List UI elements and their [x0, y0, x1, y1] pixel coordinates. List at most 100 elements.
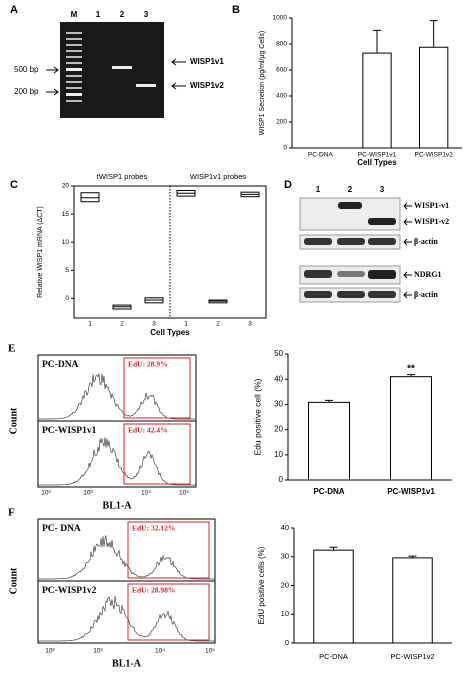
y-tick-label: 0 [65, 295, 69, 302]
group-label: WISP1v1 probes [190, 172, 247, 181]
marker-label: 500 bp [14, 65, 39, 74]
band-label: WISP1v2 [190, 81, 224, 90]
sample-label: PC-DNA [42, 360, 79, 370]
x-tick-label: PC-WISP1v2 [415, 152, 454, 159]
error-bar [429, 20, 438, 48]
y-tick-label: 30 [274, 400, 283, 409]
y-tick-label: 20 [274, 425, 283, 434]
panel-label: C [10, 179, 18, 191]
bar [392, 557, 433, 644]
panel-label: A [10, 4, 18, 16]
y-axis-label: Count [8, 567, 19, 594]
gate [127, 521, 210, 579]
band-label: NDRG1 [414, 270, 442, 279]
y-axis-label: Edu positive cell (%) [252, 378, 262, 455]
lane-label: 1 [316, 185, 321, 194]
gate [127, 583, 210, 641]
y-tick-label: 0 [279, 475, 284, 484]
y-tick-label: 30 [281, 552, 289, 561]
x-tick-label: 3 [248, 321, 252, 328]
lane-label: 2 [120, 10, 125, 19]
bar [308, 401, 350, 481]
x-tick-label: 2 [120, 321, 124, 328]
y-tick-label: 10 [274, 450, 283, 459]
marker-label: 200 bp [14, 87, 39, 96]
gel-band [136, 84, 156, 87]
histogram [38, 373, 196, 420]
y-tick-label: 40 [281, 523, 289, 532]
y-tick-label: 400 [276, 93, 287, 100]
panel-label: D [284, 179, 292, 191]
band-label: WISP1-v1 [414, 201, 449, 210]
panel-label: F [8, 507, 15, 519]
x-tick-label: 10⁵ [179, 490, 189, 497]
blot [299, 197, 401, 303]
bar [419, 46, 449, 149]
y-tick-label: 10 [62, 239, 70, 246]
band-label: β-actin [414, 237, 438, 246]
bar [313, 549, 354, 644]
error-bar [325, 399, 333, 403]
x-tick-label: PC-DNA [319, 652, 348, 661]
group-label: tWISP1 probes [97, 172, 148, 181]
band-label: WISP1-v2 [414, 217, 449, 226]
histogram [38, 595, 215, 642]
annotation: ** [407, 363, 415, 374]
gel-band [112, 66, 132, 69]
panel-label: E [8, 343, 15, 355]
x-tick-label: 10⁴ [141, 490, 151, 497]
y-axis-label: WISP1 Secretion (pg/ml/μg Cells) [259, 31, 266, 135]
x-axis-label: Cell Types [357, 158, 397, 167]
y-tick-label: 10 [281, 609, 289, 618]
y-axis-label: Relative WISP1 mRNA (ΔCT) [37, 206, 44, 298]
y-tick-label: 200 [276, 119, 287, 126]
x-tick-label: 10² [45, 648, 55, 655]
band-label: WISP1v1 [190, 57, 224, 66]
x-tick-label: PC-WISP1v1 [387, 487, 435, 496]
bar [390, 376, 432, 481]
error-bar [373, 29, 381, 54]
lane-label: M [71, 10, 78, 19]
error-bar [329, 546, 338, 551]
x-tick-label: 10³ [41, 490, 51, 497]
gate-label: EdU: 28.9% [128, 360, 168, 369]
x-tick-label: 1 [184, 321, 188, 328]
x-tick-label: 3 [152, 321, 156, 328]
lane-label: 3 [380, 185, 385, 194]
x-axis-label: BL1-A [103, 500, 133, 511]
error-bar [407, 374, 415, 377]
x-tick-label: PC-WISP1v1 [358, 152, 397, 159]
y-tick-label: 0 [283, 145, 287, 152]
x-tick-label: 1 [88, 321, 92, 328]
box [80, 192, 100, 203]
sample-label: PC- DNA [42, 524, 81, 534]
y-tick-label: 40 [274, 374, 283, 383]
arrows [46, 58, 186, 96]
x-axis-label: BL1-A [112, 658, 142, 669]
x-tick-label: PC-DNA [308, 152, 334, 159]
band-label: β-actin [414, 290, 438, 299]
gate-label: EdU: 42.4% [128, 426, 168, 435]
y-tick-label: 600 [276, 67, 287, 74]
error-bar [408, 555, 417, 558]
arrows [403, 202, 412, 299]
x-tick-label: PC-WISP1v2 [390, 652, 434, 661]
y-tick-label: 20 [281, 580, 289, 589]
gate [123, 423, 191, 485]
lane-label: 2 [348, 185, 353, 194]
bar [362, 52, 392, 149]
y-tick-label: 15 [62, 211, 70, 218]
y-tick-label: 20 [62, 183, 70, 190]
ladder [66, 32, 82, 102]
panel-label: B [232, 4, 240, 16]
gate [123, 357, 191, 419]
x-tick-label: 10⁴ [155, 648, 165, 655]
x-tick-label: 10³ [93, 648, 103, 655]
x-tick-label: PC-DNA [313, 487, 344, 496]
y-axis-label: Count [8, 407, 19, 434]
y-tick-label: 50 [274, 349, 283, 358]
x-axis-label: Cell Types [150, 328, 190, 337]
gate-label: EdU: 28.98% [132, 586, 175, 595]
lane-label: 1 [96, 10, 101, 19]
